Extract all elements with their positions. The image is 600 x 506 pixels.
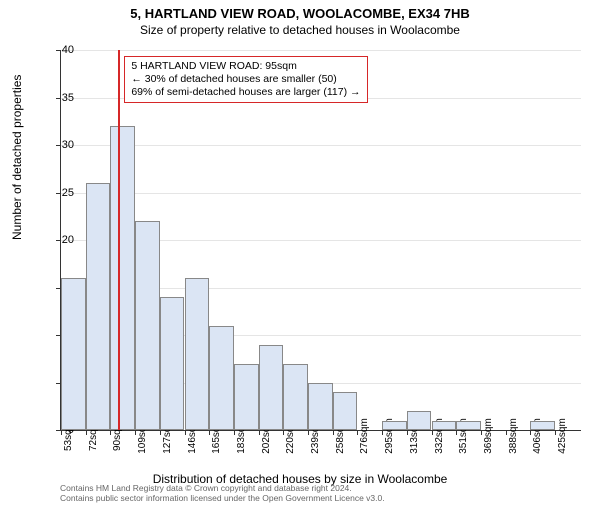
bar	[185, 278, 210, 430]
bar	[382, 421, 407, 431]
xtick-mark	[160, 430, 161, 435]
xtick-mark	[86, 430, 87, 435]
info-box: 5 HARTLAND VIEW ROAD: 95sqm← 30% of deta…	[124, 56, 367, 103]
xtick-mark	[407, 430, 408, 435]
page-subtitle: Size of property relative to detached ho…	[0, 23, 600, 37]
reference-line	[118, 50, 120, 430]
xtick-label: 425sqm	[557, 418, 568, 454]
attribution-text: Contains HM Land Registry data © Crown c…	[60, 484, 385, 504]
info-box-line: 69% of semi-detached houses are larger (…	[131, 86, 360, 99]
gridline	[61, 145, 581, 146]
bar	[407, 411, 432, 430]
bar	[209, 326, 234, 431]
xtick-label: 369sqm	[483, 418, 494, 454]
xtick-mark	[135, 430, 136, 435]
xtick-mark	[555, 430, 556, 435]
y-axis-label: Number of detached properties	[10, 75, 24, 240]
bar	[110, 126, 135, 430]
ytick-label: 20	[44, 234, 74, 246]
bar	[234, 364, 259, 431]
plot-area: 53sqm72sqm90sqm109sqm127sqm146sqm165sqm1…	[60, 50, 581, 431]
gridline	[61, 193, 581, 194]
bar	[456, 421, 481, 431]
ytick-label: 35	[44, 92, 74, 104]
xtick-label: 276sqm	[359, 418, 370, 454]
gridline	[61, 50, 581, 51]
bar	[530, 421, 555, 431]
xtick-mark	[308, 430, 309, 435]
xtick-mark	[259, 430, 260, 435]
bar	[86, 183, 111, 430]
info-box-line: 5 HARTLAND VIEW ROAD: 95sqm	[131, 60, 360, 73]
xtick-mark	[185, 430, 186, 435]
xtick-mark	[333, 430, 334, 435]
info-box-line: ← 30% of detached houses are smaller (50…	[131, 73, 360, 86]
xtick-mark	[432, 430, 433, 435]
xtick-mark	[481, 430, 482, 435]
page-title: 5, HARTLAND VIEW ROAD, WOOLACOMBE, EX34 …	[0, 6, 600, 21]
bar	[432, 421, 457, 431]
bar	[283, 364, 308, 431]
attribution-line2: Contains public sector information licen…	[60, 494, 385, 504]
bar	[308, 383, 333, 431]
xtick-mark	[506, 430, 507, 435]
bar	[333, 392, 358, 430]
xtick-mark	[382, 430, 383, 435]
chart-container: 5, HARTLAND VIEW ROAD, WOOLACOMBE, EX34 …	[0, 6, 600, 506]
bar	[61, 278, 86, 430]
ytick-label: 25	[44, 187, 74, 199]
bar	[160, 297, 185, 430]
bar	[135, 221, 160, 430]
ytick-label: 40	[44, 44, 74, 56]
xtick-label: 388sqm	[508, 418, 519, 454]
bar	[259, 345, 284, 431]
xtick-mark	[234, 430, 235, 435]
ytick-label: 30	[44, 139, 74, 151]
